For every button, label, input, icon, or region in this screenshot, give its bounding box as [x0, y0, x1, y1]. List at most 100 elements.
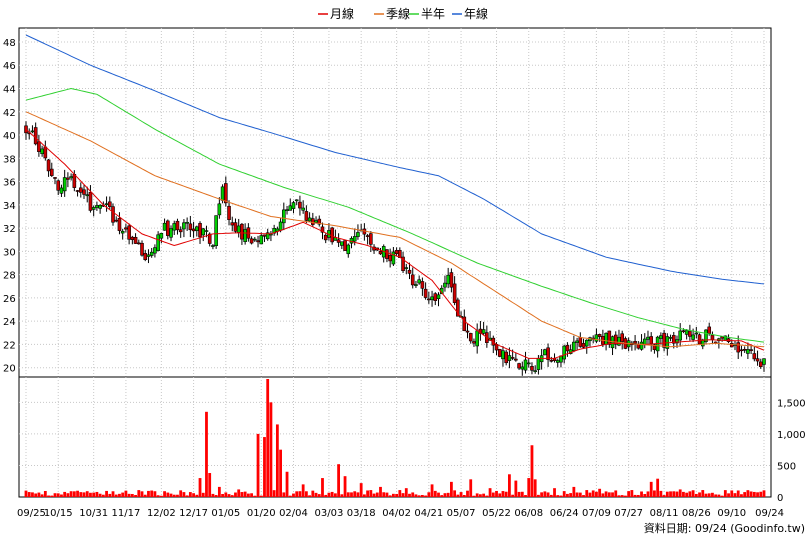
volume-bar — [324, 494, 328, 497]
ma-line-年線 — [25, 34, 765, 285]
price-tick-label: 44 — [3, 84, 16, 95]
volume-bar — [485, 495, 489, 497]
date-tick-label: 10/15 — [44, 508, 73, 519]
volume-bar — [569, 493, 573, 497]
volume-bar — [562, 491, 566, 497]
candle-down — [262, 234, 267, 237]
candle-down — [107, 201, 112, 207]
ma-line-半年 — [25, 87, 765, 343]
volume-bar — [346, 492, 350, 497]
volume-bar — [727, 493, 730, 497]
volume-bar — [611, 492, 614, 497]
candle-up — [501, 350, 505, 360]
volume-bar — [479, 494, 482, 497]
volume-bar — [401, 493, 405, 497]
candle-down — [66, 177, 70, 180]
candle-up — [604, 332, 608, 345]
volume-bar — [749, 491, 753, 497]
candle-up — [294, 199, 299, 202]
candle-up — [404, 267, 409, 269]
volume-bar — [337, 464, 341, 497]
date-tick-label: 03/03 — [315, 508, 344, 519]
candle-down — [175, 220, 180, 231]
candle-down — [33, 127, 38, 145]
candle-down — [207, 233, 212, 244]
volume-bar — [266, 379, 270, 497]
candle-up — [156, 234, 160, 251]
volume-bar — [501, 491, 505, 497]
candle-down — [304, 211, 309, 221]
candle-up — [169, 228, 173, 238]
volume-bar — [433, 490, 437, 497]
candle-down — [497, 349, 502, 357]
candle-up — [30, 130, 35, 133]
volume-bar — [759, 491, 763, 497]
candle-down — [323, 234, 328, 241]
volume-bar — [665, 491, 669, 497]
volume-bar — [350, 492, 353, 497]
date-tick-label: 07/27 — [614, 508, 643, 519]
volume-bar — [694, 493, 698, 497]
candle-down — [681, 330, 686, 332]
price-tick-label: 28 — [3, 271, 16, 282]
volume-bar — [31, 492, 34, 497]
volume-bar — [301, 484, 305, 497]
volume-bar — [176, 494, 179, 497]
volume-bar — [188, 492, 192, 497]
candle-down — [755, 358, 760, 362]
volume-bar — [127, 493, 131, 497]
volume-bar — [205, 411, 208, 497]
volume-tick-label: 0 — [777, 493, 783, 504]
volume-bar — [172, 494, 176, 497]
volume-bar — [675, 491, 679, 497]
volume-bar — [124, 490, 128, 497]
volume-bar — [237, 489, 241, 497]
volume-bar — [456, 494, 460, 497]
volume-bar — [182, 492, 186, 497]
volume-plot-area — [18, 376, 772, 498]
candle-down — [407, 269, 412, 274]
candle-up — [149, 251, 154, 256]
candle-down — [514, 358, 518, 361]
volume-bar — [685, 492, 689, 497]
volume-bar — [649, 481, 653, 497]
candle-up — [236, 225, 241, 233]
candle-down — [620, 333, 625, 342]
price-tick-label: 38 — [3, 154, 16, 165]
date-tick-label: 09/25 — [17, 508, 46, 519]
volume-bar — [624, 495, 627, 497]
volume-bar — [185, 495, 189, 497]
volume-bar — [95, 491, 99, 497]
candle-down — [191, 228, 196, 232]
volume-bar — [517, 491, 521, 497]
volume-grid — [19, 377, 771, 497]
candle-up — [282, 209, 286, 224]
volume-bar — [211, 493, 215, 497]
volume-bar — [482, 493, 486, 497]
price-tick-label: 40 — [3, 131, 16, 142]
volume-bar — [740, 494, 743, 497]
volume-bar — [591, 490, 595, 497]
candle-up — [243, 229, 247, 242]
volume-bar — [472, 495, 476, 497]
date-tick-label: 10/31 — [79, 508, 108, 519]
candle-up — [523, 359, 528, 371]
candle-up — [120, 230, 125, 234]
volume-bar — [540, 492, 544, 497]
volume-bar — [614, 490, 618, 497]
candle-down — [56, 180, 61, 191]
volume-bar — [437, 492, 440, 497]
volume-bar — [582, 495, 585, 497]
price-plot-area — [18, 27, 772, 378]
candle-up — [436, 294, 441, 299]
legend-label-ma20: 月線 — [330, 6, 354, 21]
volume-bar — [282, 492, 286, 497]
volume-bar — [601, 493, 605, 497]
volume-bar — [466, 490, 469, 497]
candle-up — [520, 366, 525, 370]
volume-bar — [246, 493, 250, 497]
candle-down — [198, 223, 202, 238]
volume-bar — [327, 492, 331, 497]
